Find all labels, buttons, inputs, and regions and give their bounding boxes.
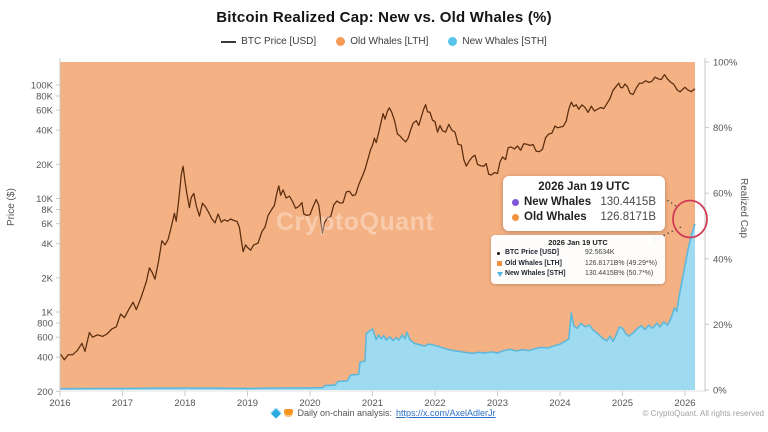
orange-square-icon xyxy=(497,261,505,267)
tick-label: 40% xyxy=(713,254,733,265)
tooltip-date: 2026 Jan 19 UTC xyxy=(548,238,608,247)
new-whales-area xyxy=(60,223,695,390)
tick-label: 2017 xyxy=(112,398,133,409)
legend-item-btc-price[interactable]: BTC Price [USD] xyxy=(221,36,316,47)
legend-item-old-whales[interactable]: Old Whales [LTH] xyxy=(336,36,428,47)
annotation-circle xyxy=(672,199,708,239)
tick-label: 100% xyxy=(713,58,738,69)
tick-label: 40K xyxy=(36,126,54,137)
black-dot-icon xyxy=(497,251,505,255)
tooltip-row-new-whales: New Whales [STH] 130.4415B% (50.7*%) xyxy=(497,269,659,280)
tick-label: 2018 xyxy=(174,398,195,409)
tick-label: 800 xyxy=(37,318,53,329)
copyright-text: © CryptoQuant. All rights reserved xyxy=(642,409,765,418)
legend-item-new-whales[interactable]: New Whales [STH] xyxy=(448,36,547,47)
tick-label: 80% xyxy=(713,123,733,134)
footer-note: Daily on-chain analysis: https://x.com/A… xyxy=(0,407,768,419)
footer-text: Daily on-chain analysis: xyxy=(297,408,392,418)
right-axis-title: Realized Cap xyxy=(738,178,749,239)
blue-triangle-icon xyxy=(497,271,505,277)
tick-label: 2026 xyxy=(674,398,695,409)
tick-label: 2019 xyxy=(237,398,258,409)
raised-hands-icon xyxy=(284,409,294,417)
tooltip-row-new-whales: New Whales 130.4415B xyxy=(512,195,656,210)
tooltip-row-old-whales: Old Whales [LTH] 126.8171B% (49.29*%) xyxy=(497,259,659,270)
tick-label: 2020 xyxy=(299,398,320,409)
tick-label: 0% xyxy=(713,386,727,397)
tick-label: 2024 xyxy=(549,398,570,409)
btc-price-line xyxy=(59,73,696,361)
tick-label: 2K xyxy=(41,273,53,284)
purple-bullet-icon xyxy=(512,199,519,206)
tick-label: 600 xyxy=(37,333,53,344)
chart-legend: BTC Price [USD] Old Whales [LTH] New Wha… xyxy=(0,36,768,47)
tick-label: 60% xyxy=(713,189,733,200)
tick-label: 8K xyxy=(41,205,53,216)
tick-label: 200 xyxy=(37,387,53,398)
tooltip-detail: 2026 Jan 19 UTC BTC Price [USD] 92.5634K… xyxy=(491,235,665,284)
tooltip-date: 2026 Jan 19 UTC xyxy=(538,181,630,193)
orange-bullet-icon xyxy=(512,214,519,221)
tick-label: 80K xyxy=(36,91,54,102)
tick-label: 6K xyxy=(41,219,53,230)
tooltip-whales: 2026 Jan 19 UTC New Whales 130.4415B Old… xyxy=(503,176,665,231)
tick-label: 4K xyxy=(41,239,53,250)
tick-label: 2023 xyxy=(487,398,508,409)
author-link[interactable]: https://x.com/AxelAdlerJr xyxy=(396,408,496,418)
tick-label: 2022 xyxy=(424,398,445,409)
new-whales-edge xyxy=(59,223,696,390)
chart-title: Bitcoin Realized Cap: New vs. Old Whales… xyxy=(216,9,552,26)
gem-icon xyxy=(270,407,283,419)
tick-label: 2021 xyxy=(362,398,383,409)
orange-dot-icon xyxy=(336,37,346,46)
legend-label: BTC Price [USD] xyxy=(241,36,317,47)
tick-label: 10K xyxy=(36,194,54,205)
tick-label: 2025 xyxy=(612,398,633,409)
tick-label: 60K xyxy=(36,106,54,117)
legend-label: New Whales [STH] xyxy=(462,36,547,47)
tick-label: 100K xyxy=(31,81,54,92)
tooltip-row-btc-price: BTC Price [USD] 92.5634K xyxy=(497,248,659,259)
tick-label: 1K xyxy=(41,308,53,319)
line-marker-icon xyxy=(221,40,237,43)
blue-dot-icon xyxy=(448,37,458,46)
tick-label: 20% xyxy=(713,320,733,331)
tick-label: 20K xyxy=(36,160,54,171)
tick-label: 2016 xyxy=(49,398,70,409)
tooltip-row-old-whales: Old Whales 126.8171B xyxy=(512,210,656,225)
legend-label: Old Whales [LTH] xyxy=(350,36,429,47)
tick-label: 400 xyxy=(37,353,53,364)
